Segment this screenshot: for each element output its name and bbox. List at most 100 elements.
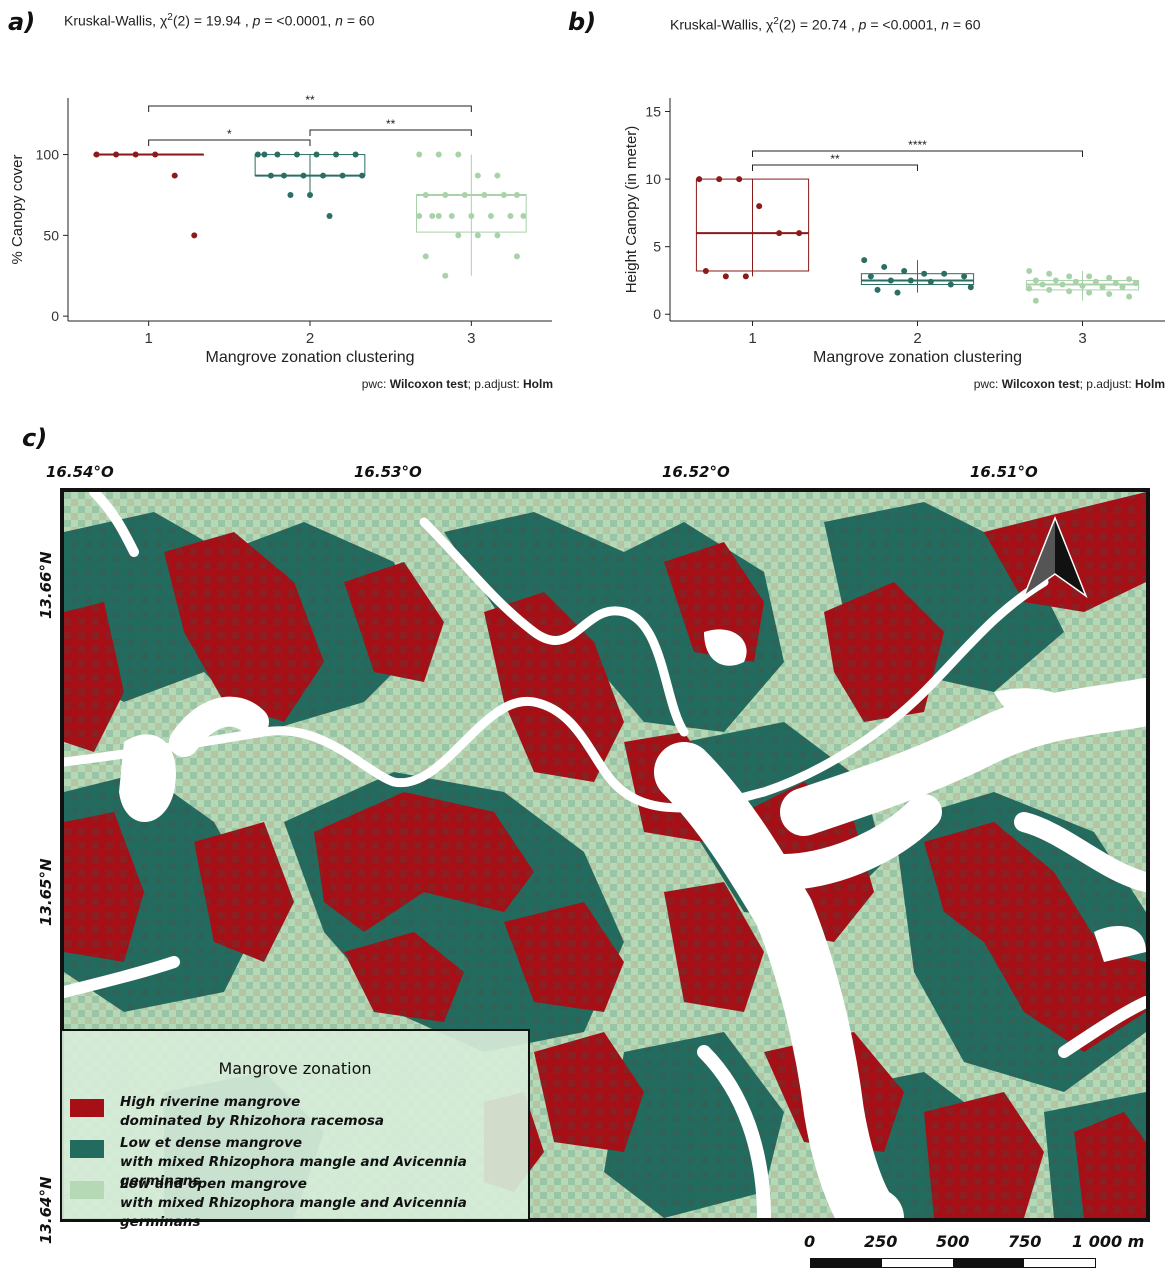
data-point: [1099, 284, 1106, 291]
legend-line-1: Low et dense mangrove: [120, 1135, 303, 1151]
y-tick-label: 15: [645, 104, 661, 120]
data-point: [326, 212, 333, 219]
data-point: [132, 151, 139, 158]
significance-label: **: [386, 117, 396, 131]
x-axis-title: Mangrove zonation clustering: [205, 349, 414, 366]
data-point: [474, 232, 481, 239]
data-point: [1112, 280, 1119, 287]
data-point: [416, 151, 423, 158]
x-axis-title: Mangrove zonation clustering: [813, 349, 1022, 366]
coord-left-2: 13.65°N: [37, 858, 55, 927]
panel-letter-c: c): [22, 424, 48, 452]
data-point: [422, 191, 429, 198]
significance-label: *: [227, 127, 232, 141]
panel-letter-b: b): [568, 8, 597, 36]
data-point: [696, 176, 703, 183]
data-point: [455, 232, 462, 239]
stat-rest: (2) = 19.94 ,: [172, 12, 253, 29]
data-point: [339, 172, 346, 179]
legend-swatch-dark-green: [70, 1140, 104, 1158]
stat-p-value: = <0.0001,: [260, 12, 336, 29]
stat-title-b: Kruskal-Wallis, χ2(2) = 20.74 , p = <0.0…: [670, 16, 981, 33]
data-point: [1039, 281, 1046, 288]
data-point: [520, 212, 527, 219]
north-arrow-icon: [1022, 516, 1088, 599]
y-tick-label: 50: [43, 227, 59, 243]
coord-top-3: 16.52°O: [662, 463, 730, 481]
stat-n-label: n: [941, 16, 949, 33]
scale-segment: [953, 1259, 1024, 1267]
data-point: [1066, 288, 1073, 295]
legend-text: Low and open mangrove with mixed Rhizoph…: [120, 1175, 528, 1232]
scale-segment: [882, 1259, 953, 1267]
legend-line-2: dominated by Rhizohora racemosa: [120, 1113, 385, 1129]
data-point: [1092, 278, 1099, 285]
data-point: [742, 273, 749, 280]
stat-prefix: Kruskal-Wallis,: [64, 12, 160, 29]
legend-swatch-light-green: [70, 1181, 104, 1199]
data-point: [280, 172, 287, 179]
stat-chi: χ: [765, 16, 774, 33]
footnote-part: pwc:: [974, 377, 1002, 391]
data-point: [736, 176, 743, 183]
scale-bar-labels: 0 250 500 750 1 000 m: [780, 1232, 1170, 1252]
legend-item-high-riverine: High riverine mangrove dominated by Rhiz…: [70, 1093, 384, 1131]
box-rect: [254, 154, 366, 177]
data-point: [254, 151, 261, 158]
data-point: [191, 232, 198, 239]
coord-top-2: 16.53°O: [354, 463, 422, 481]
data-point: [907, 277, 914, 284]
significance-label: ****: [908, 138, 927, 152]
stat-chi: χ: [159, 12, 168, 29]
footnote-part: Wilcoxon test: [1002, 377, 1080, 391]
data-point: [93, 151, 100, 158]
data-point: [152, 151, 159, 158]
legend-text: Low et dense mangrove with mixed Rhizoph…: [120, 1134, 528, 1191]
data-point: [468, 212, 475, 219]
y-tick-label: 0: [653, 306, 661, 322]
stat-p-value: = <0.0001,: [866, 16, 942, 33]
data-point: [796, 230, 803, 237]
legend-swatch-red: [70, 1099, 104, 1117]
y-axis-title: % Canopy cover: [9, 154, 26, 264]
legend-title: Mangrove zonation: [218, 1059, 372, 1078]
scale-label-1000: 1 000 m: [1072, 1232, 1145, 1251]
data-point: [442, 272, 449, 279]
stat-n-value: = 60: [342, 12, 375, 29]
x-tick-label: 2: [913, 330, 921, 347]
scale-bar: [810, 1258, 1096, 1268]
data-point: [293, 151, 300, 158]
footnote-part: Holm: [523, 377, 553, 391]
data-point: [941, 270, 948, 277]
legend-line-1: High riverine mangrove: [120, 1094, 301, 1110]
data-point: [171, 172, 178, 179]
stat-n-value: = 60: [948, 16, 981, 33]
data-point: [359, 172, 366, 179]
footnote-part: ; p.adjust:: [468, 377, 523, 391]
data-point: [702, 267, 709, 274]
coord-left-1: 13.66°N: [37, 551, 55, 620]
pwc-footnote: pwc: Wilcoxon test; p.adjust: Holm: [974, 377, 1165, 391]
data-point: [1126, 293, 1133, 300]
data-point: [1079, 282, 1086, 289]
river-channels: [64, 492, 1146, 1218]
data-point: [961, 273, 968, 280]
data-point: [448, 212, 455, 219]
data-point: [1032, 277, 1039, 284]
data-point: [1086, 289, 1093, 296]
data-point: [481, 191, 488, 198]
coord-left-3: 13.64°N: [37, 1176, 55, 1245]
stat-sup: 2: [773, 16, 779, 27]
y-axis-title: Height Canopy (in meter): [623, 126, 640, 294]
data-point: [435, 212, 442, 219]
data-point: [267, 172, 274, 179]
data-point: [261, 151, 268, 158]
data-point: [756, 203, 763, 210]
data-point: [1052, 277, 1059, 284]
x-tick-label: 1: [748, 330, 756, 347]
data-point: [722, 273, 729, 280]
legend-item-low-open: Low and open mangrove with mixed Rhizoph…: [70, 1175, 528, 1232]
stat-p-label: p: [252, 12, 261, 29]
legend-item-low-dense: Low et dense mangrove with mixed Rhizoph…: [70, 1134, 528, 1191]
data-point: [494, 172, 501, 179]
